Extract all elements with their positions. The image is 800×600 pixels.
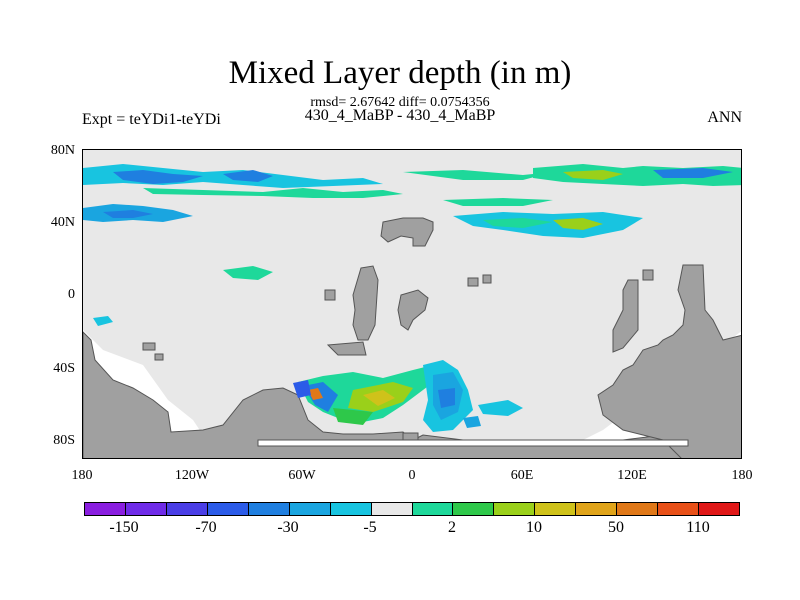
colorbar-label-10: 10 [526,519,542,536]
colorbar-swatch [247,502,290,516]
colorbar-swatch [124,502,167,516]
colorbar-label-110: 110 [686,519,710,536]
lat-label-40s: 40S [53,361,75,376]
lat-label-80n: 80N [50,143,75,158]
lon-label-120w: 120W [174,468,210,483]
experiment-label: Expt = teYDi1-teYDi [82,111,221,128]
colorbar-swatch [165,502,208,516]
colorbar-swatch [329,502,372,516]
lon-label-180w: 180 [71,468,93,483]
plot-title: Mixed Layer depth (in m) [228,55,572,91]
colorbar-swatch [288,502,331,516]
lat-label-40n: 40N [50,215,75,230]
land-mask [83,217,741,458]
colorbar-label-m70: -70 [195,519,217,536]
colorbar-swatch [84,502,126,516]
anomaly-contours [83,164,741,432]
lon-label-120e: 120E [617,468,647,483]
lat-label-0: 0 [68,287,75,302]
lon-label-60w: 60W [288,468,316,483]
colorbar-swatch [616,502,659,516]
colorbar-swatch [575,502,618,516]
colorbar-swatch [493,502,536,516]
colorbar-label-2: 2 [448,519,456,536]
colorbar-label-m5: -5 [363,519,377,536]
lon-label-60e: 60E [510,468,534,483]
colorbar [84,502,740,516]
colorbar-label-50: 50 [608,519,624,536]
colorbar-label-m150: -150 [109,519,139,536]
colorbar-swatch [206,502,249,516]
colorbar-swatch [534,502,577,516]
lon-label-180e: 180 [731,468,753,483]
colorbar-swatch [698,502,740,516]
colorbar-label-m30: -30 [277,519,299,536]
map-panel [82,149,742,459]
lon-label-0: 0 [408,468,416,483]
map-svg [83,150,741,458]
stats-line: rmsd= 2.67642 diff= 0.0754356 [310,95,490,110]
colorbar-swatch [657,502,700,516]
season-label: ANN [707,109,742,126]
colorbar-swatch [411,502,454,516]
colorbar-swatch [370,502,413,516]
lat-label-80s: 80S [53,433,75,448]
case-line: 430_4_MaBP - 430_4_MaBP [304,107,496,124]
antarctic-shelf [257,439,689,447]
colorbar-swatch [452,502,495,516]
